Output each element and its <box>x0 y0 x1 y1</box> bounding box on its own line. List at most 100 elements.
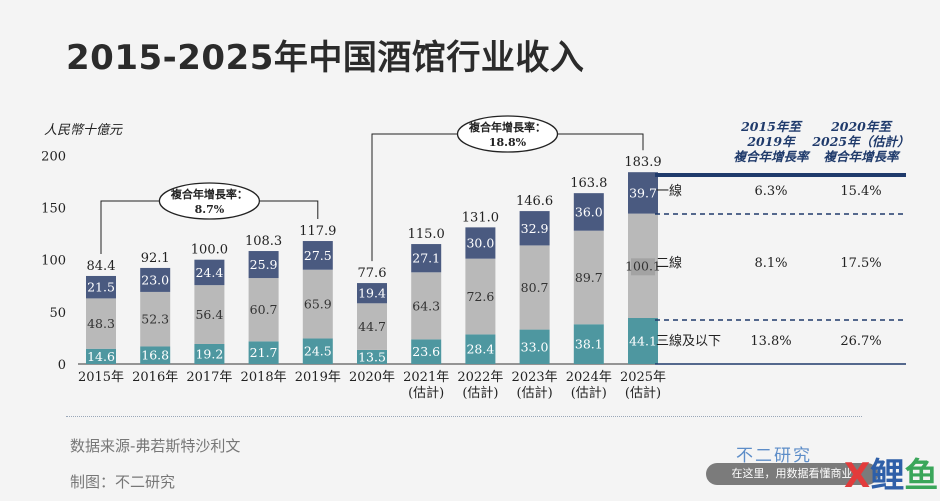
table-row-label: 三線及以下 <box>656 333 721 349</box>
total-label: 131.0 <box>462 210 499 225</box>
total-label: 163.8 <box>570 176 607 191</box>
bar-segment <box>357 349 387 364</box>
bar-segment <box>411 272 442 340</box>
data-label: 72.6 <box>466 289 494 304</box>
data-label: 25.9 <box>250 257 278 272</box>
bar-segment <box>302 269 333 339</box>
data-label: 21.7 <box>250 345 278 360</box>
total-label: 115.0 <box>408 227 445 242</box>
table-row-label: 二線 <box>656 255 682 271</box>
table-cell: 13.8% <box>750 334 791 349</box>
data-source-note: 数据来源-弗若斯特沙利文 <box>70 437 241 455</box>
total-label: 77.6 <box>358 266 387 281</box>
cagr-ellipse <box>456 115 559 153</box>
data-label: 19.2 <box>195 346 223 361</box>
data-label: 80.7 <box>521 280 549 295</box>
data-label: 89.7 <box>575 270 603 285</box>
total-label: 146.6 <box>516 194 553 209</box>
x-tick-label: 2024年 <box>566 370 612 385</box>
total-label: 183.9 <box>624 155 661 170</box>
slogan-banner: 在这里，用数据看懂商业 <box>706 463 878 485</box>
bar-segment <box>140 291 171 347</box>
data-label: 24.4 <box>195 265 223 280</box>
data-label: 33.0 <box>521 339 549 354</box>
total-label: 92.1 <box>141 251 170 266</box>
data-label: 19.4 <box>358 286 386 301</box>
bar-segment <box>628 318 658 364</box>
data-label-bg <box>631 258 655 276</box>
data-label: 23.0 <box>141 272 169 287</box>
bar-segment <box>411 339 442 364</box>
data-label: 32.9 <box>521 221 549 236</box>
bar-segment <box>519 329 550 364</box>
total-label: 84.4 <box>87 259 116 274</box>
x-tick-label: (估計) <box>625 385 661 401</box>
y-tick-label: 150 <box>41 202 66 217</box>
cagr-value: 8.7% <box>195 203 225 216</box>
x-tick-label: 2019年 <box>295 370 341 385</box>
brand-watermark: 不二研究 <box>736 446 812 466</box>
bar-segment <box>573 324 604 364</box>
cagr-label: 複合年增長率： <box>468 120 546 134</box>
data-label: 44.7 <box>358 319 386 334</box>
logo-char: 鱼 <box>904 456 939 496</box>
bar-segment <box>86 348 116 364</box>
bar-segment <box>140 346 171 364</box>
data-label: 21.5 <box>87 280 115 295</box>
bar-segment <box>86 275 116 299</box>
bar-segment <box>573 193 604 231</box>
logo-char: X <box>844 456 871 496</box>
bar-segment <box>519 245 550 330</box>
table-header: 2025年（估計） <box>811 134 909 149</box>
table-cell: 6.3% <box>754 184 787 199</box>
chart-title: 2015-2025年中国酒馆行业收入 <box>66 38 585 78</box>
data-label: 24.5 <box>304 344 332 359</box>
data-label: 27.1 <box>412 251 440 266</box>
y-tick-label: 50 <box>49 306 66 321</box>
y-tick-label: 200 <box>41 149 66 164</box>
footer-divider <box>66 416 862 417</box>
table-cell: 26.7% <box>840 334 881 349</box>
data-label: 48.3 <box>87 316 115 331</box>
table-cell: 17.5% <box>840 256 881 271</box>
bar-segment <box>194 259 225 286</box>
y-tick-label: 0 <box>58 358 66 373</box>
bar-segment <box>519 211 550 246</box>
bar-segment <box>248 251 279 279</box>
table-row-label: 一線 <box>656 183 682 199</box>
cagr-value: 18.8% <box>489 136 527 149</box>
x-tick-label: 2018年 <box>241 370 287 385</box>
data-label: 27.5 <box>304 248 332 263</box>
data-label: 30.0 <box>466 236 494 251</box>
data-label: 16.8 <box>141 348 169 363</box>
data-label: 52.3 <box>141 312 169 327</box>
data-label: 28.4 <box>466 342 494 357</box>
data-label: 36.0 <box>575 204 603 219</box>
x-tick-label: 2016年 <box>132 370 178 385</box>
data-label: 44.1 <box>629 334 657 349</box>
x-tick-label: 2023年 <box>512 370 558 385</box>
table-cell: 15.4% <box>840 184 881 199</box>
total-label: 100.0 <box>191 243 228 258</box>
data-label: 39.7 <box>629 185 657 200</box>
data-label: 23.6 <box>412 344 440 359</box>
bar-segment <box>140 267 171 292</box>
bar-segment <box>302 241 333 270</box>
bar-segment <box>248 278 279 342</box>
bar-segment <box>465 227 496 259</box>
bar-segment <box>465 258 496 335</box>
x-tick-label: 2015年 <box>78 370 124 385</box>
bar-segment <box>411 244 442 273</box>
logo-char: 鲤 <box>870 456 905 496</box>
chart-maker-note: 制图：不二研究 <box>70 473 176 491</box>
data-label: 60.7 <box>250 302 278 317</box>
site-logo: X鲤鱼 <box>844 448 938 497</box>
bar-segment <box>194 343 225 364</box>
total-label: 108.3 <box>245 234 282 249</box>
bar-segment <box>357 303 387 350</box>
x-tick-label: 2025年 <box>620 370 666 385</box>
data-label: 64.3 <box>412 298 440 313</box>
x-tick-label: (估計) <box>571 385 607 401</box>
x-tick-label: 2020年 <box>349 370 395 385</box>
data-label: 13.5 <box>358 349 386 364</box>
